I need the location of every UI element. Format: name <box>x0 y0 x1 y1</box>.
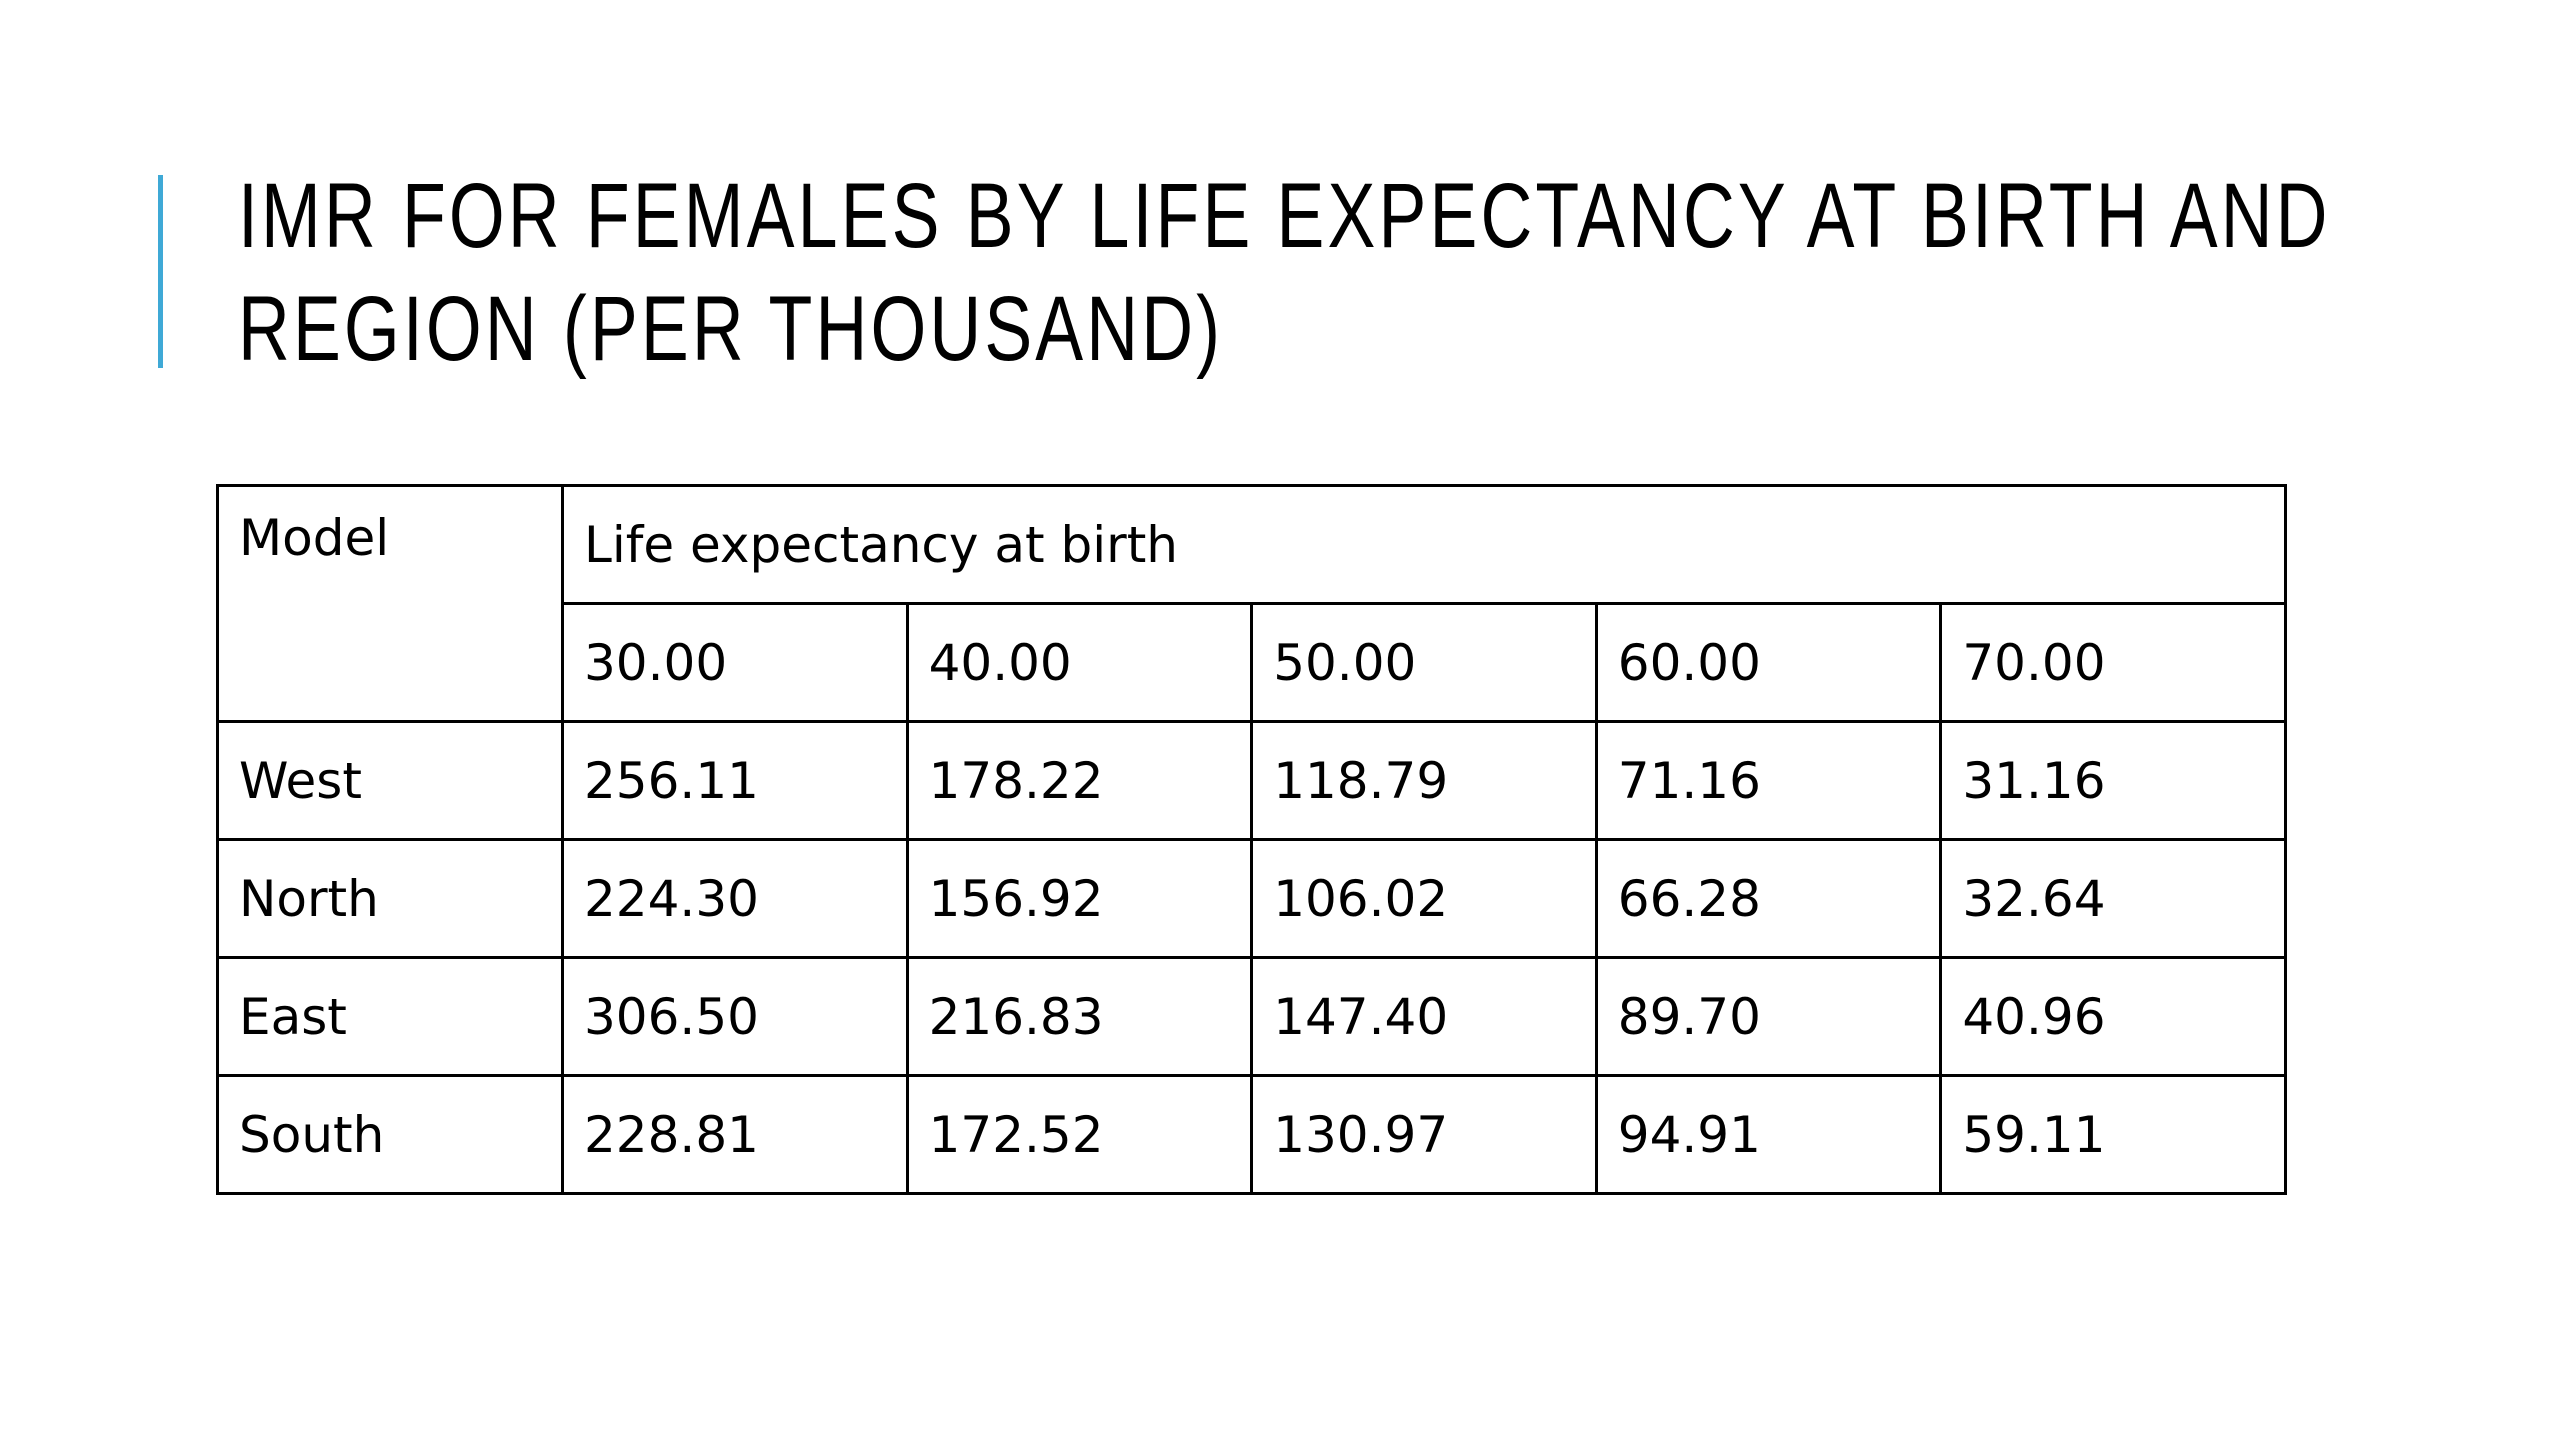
row-label-cell: North <box>216 838 564 959</box>
row-label-cell: South <box>216 1074 564 1195</box>
value-cell: 228.81 <box>561 1074 909 1195</box>
value-cell: 147.40 <box>1250 956 1598 1077</box>
table-row: South 228.81 172.52 130.97 94.91 59.11 <box>216 1074 2288 1195</box>
value-cell: 40.96 <box>1939 956 2288 1077</box>
row-label-cell: West <box>216 720 564 841</box>
value-cell: 156.92 <box>905 838 1254 959</box>
column-header-cell: 60.00 <box>1594 602 1943 723</box>
value-cell: 306.50 <box>561 956 909 1077</box>
imr-table: Model Life expectancy at birth 30.00 40.… <box>216 484 2288 1195</box>
column-header-cell: 40.00 <box>905 602 1254 723</box>
title-accent-bar <box>158 175 163 368</box>
slide-title-line-2: REGION (PER THOUSAND) <box>238 278 1224 380</box>
slide-title-line-1: IMR FOR FEMALES BY LIFE EXPECTANCY AT BI… <box>238 165 2331 267</box>
value-cell: 59.11 <box>1939 1074 2288 1195</box>
column-header-cell: 30.00 <box>561 602 909 723</box>
row-label-cell: East <box>216 956 564 1077</box>
table-row: East 306.50 216.83 147.40 89.70 40.96 <box>216 956 2288 1077</box>
value-cell: 178.22 <box>905 720 1254 841</box>
header-row-columns: 30.00 40.00 50.00 60.00 70.00 <box>218 602 2288 723</box>
value-cell: 89.70 <box>1594 956 1943 1077</box>
value-cell: 106.02 <box>1250 838 1598 959</box>
corner-header-cell: Model <box>216 484 564 723</box>
column-header-cell: 50.00 <box>1250 602 1598 723</box>
slide-title: IMR FOR FEMALES BY LIFE EXPECTANCY AT BI… <box>238 160 2331 386</box>
column-header-cell: 70.00 <box>1939 602 2288 723</box>
value-cell: 224.30 <box>561 838 909 959</box>
value-cell: 94.91 <box>1594 1074 1943 1195</box>
value-cell: 71.16 <box>1594 720 1943 841</box>
value-cell: 256.11 <box>561 720 909 841</box>
value-cell: 216.83 <box>905 956 1254 1077</box>
table-row: West 256.11 178.22 118.79 71.16 31.16 <box>216 720 2288 841</box>
table-row: North 224.30 156.92 106.02 66.28 32.64 <box>216 838 2288 959</box>
value-cell: 118.79 <box>1250 720 1598 841</box>
value-cell: 130.97 <box>1250 1074 1598 1195</box>
group-header-cell: Life expectancy at birth <box>560 484 2288 605</box>
header-row-group: Model Life expectancy at birth <box>216 484 2288 723</box>
value-cell: 172.52 <box>905 1074 1254 1195</box>
value-cell: 31.16 <box>1939 720 2288 841</box>
value-cell: 66.28 <box>1594 838 1943 959</box>
value-cell: 32.64 <box>1939 838 2288 959</box>
